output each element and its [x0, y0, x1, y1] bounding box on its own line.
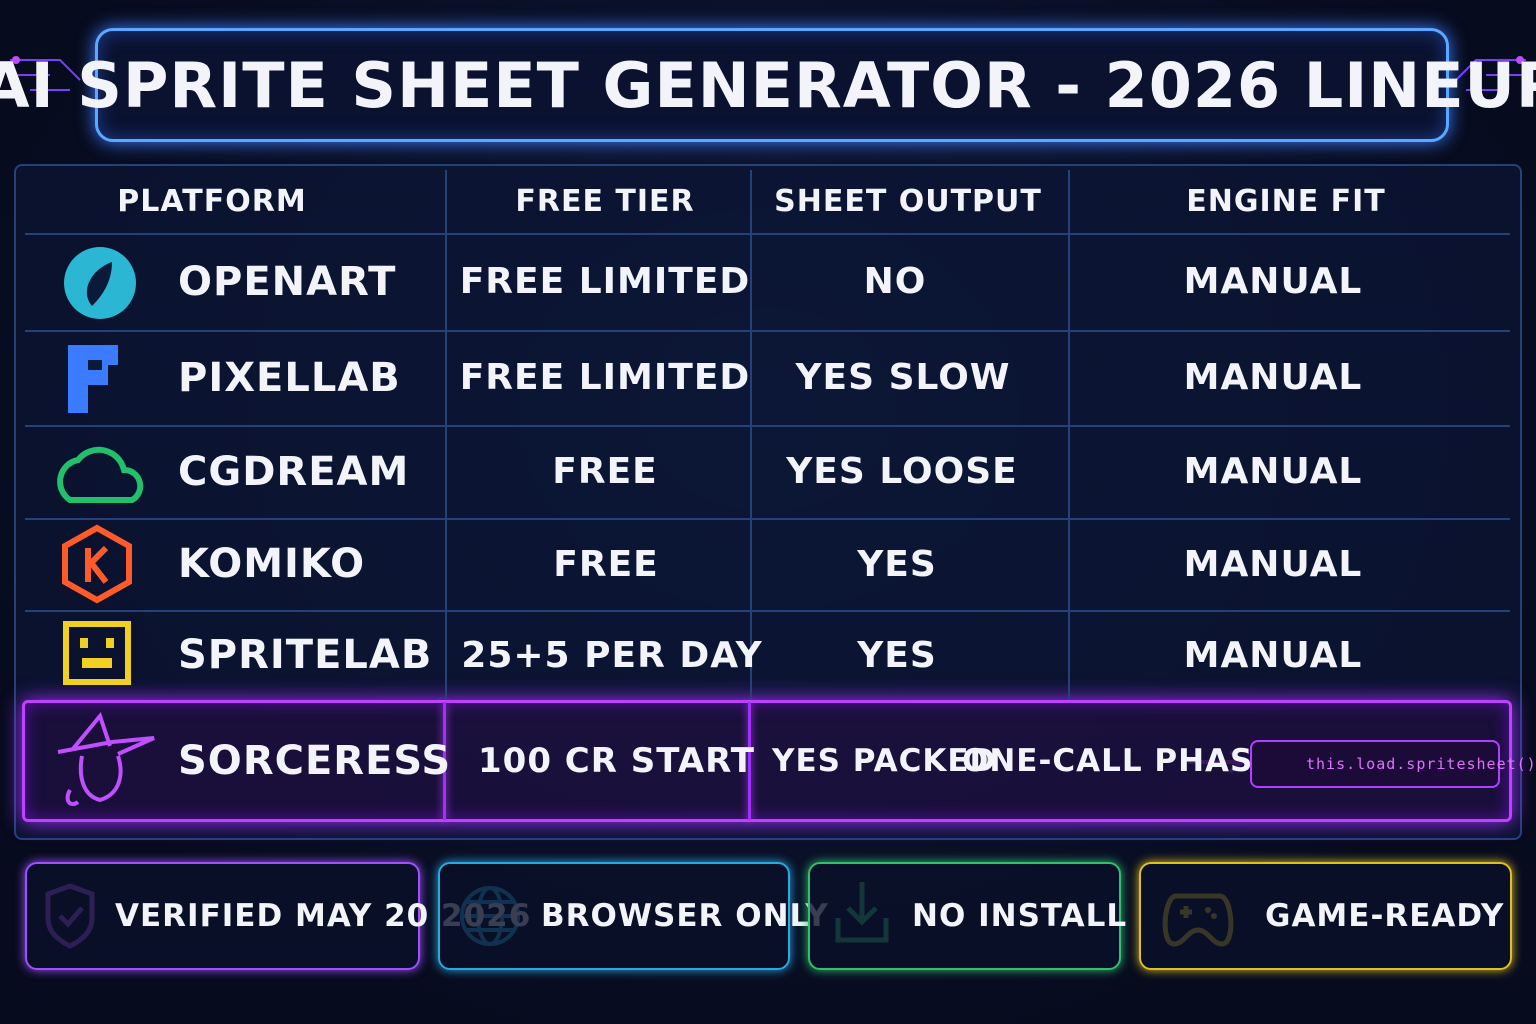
row-divider: [25, 610, 1510, 612]
row-divider: [25, 233, 1510, 235]
table-cell: MANUAL: [1183, 634, 1363, 676]
table-cell: MANUAL: [1183, 261, 1363, 302]
badge: [25, 862, 420, 970]
column-divider: [750, 170, 752, 700]
platform-name: SPRITELAB: [178, 632, 433, 678]
code-snippet: this.load.spritesheet(): [1306, 755, 1536, 773]
platform-name: KOMIKO: [178, 541, 366, 587]
table-cell: YES SLOW: [795, 357, 1011, 398]
table-cell: YES LOOSE: [786, 451, 1018, 492]
table-cell: YES PACKED: [772, 743, 997, 779]
badge-label: NO INSTALL: [912, 898, 1128, 934]
highlight-divider: [443, 702, 446, 820]
badge-label: GAME-READY: [1265, 898, 1505, 934]
table-cell: YES: [857, 543, 937, 585]
table-cell: FREE: [552, 451, 658, 492]
badge: [438, 862, 790, 970]
highlight-divider: [748, 702, 751, 820]
table-cell: FREE LIMITED: [459, 261, 751, 302]
column-header: SHEET OUTPUT: [774, 184, 1042, 219]
row-divider: [25, 330, 1510, 332]
column-header: ENGINE FIT: [1186, 184, 1386, 219]
column-divider: [1068, 170, 1070, 700]
platform-name: OPENART: [178, 258, 397, 305]
table-cell: 100 CR START: [478, 741, 755, 781]
table-cell: FREE: [553, 543, 659, 585]
table-cell: MANUAL: [1183, 451, 1363, 492]
column-header: FREE TIER: [515, 184, 695, 219]
platform-name: PIXELLAB: [178, 354, 401, 401]
platform-name: CGDREAM: [178, 448, 410, 495]
title: AI SPRITE SHEET GENERATOR - 2026 LINEUP: [0, 28, 1536, 142]
code-box: [1250, 740, 1500, 788]
badge-label: BROWSER ONLY: [541, 898, 829, 934]
column-header: PLATFORM: [117, 184, 307, 219]
table-cell: 25+5 PER DAY: [461, 634, 763, 676]
row-divider: [25, 518, 1510, 520]
platform-name: SORCERESS: [178, 738, 452, 784]
table-cell: NO: [863, 261, 927, 302]
table-cell: ONE-CALL PHASER: [962, 743, 1301, 779]
badge: [808, 862, 1121, 970]
table-cell: MANUAL: [1183, 357, 1363, 398]
table-cell: FREE LIMITED: [459, 357, 751, 398]
badge: [1139, 862, 1512, 970]
column-divider: [445, 170, 447, 700]
table-cell: YES: [857, 634, 937, 676]
table-cell: MANUAL: [1183, 543, 1363, 585]
row-divider: [25, 425, 1510, 427]
